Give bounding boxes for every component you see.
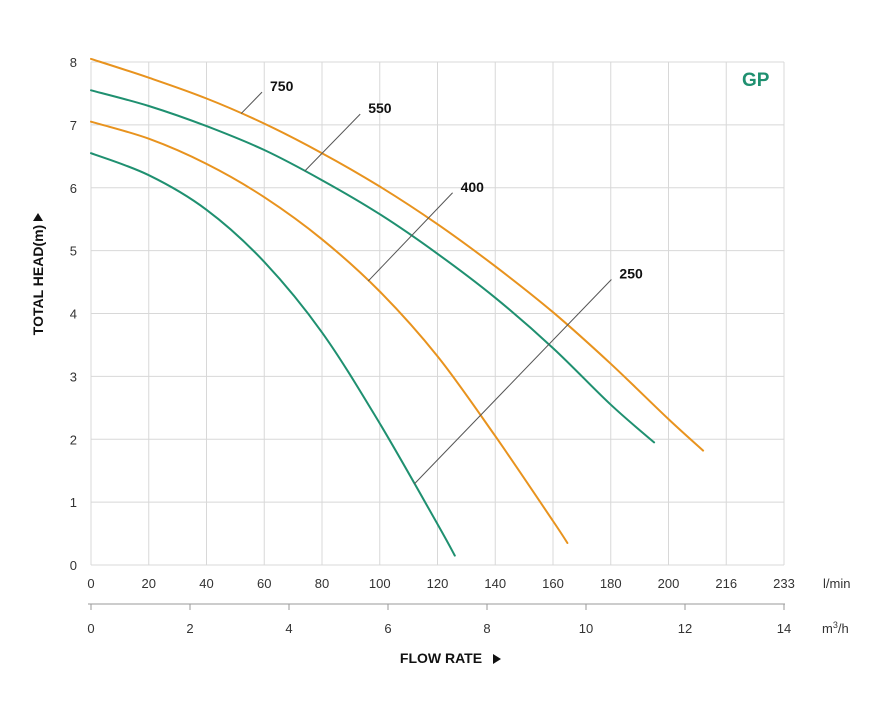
y-tick-label: 4 <box>70 307 77 322</box>
x-tick-label-m3h: 4 <box>285 621 292 636</box>
x-tick-label-m3h: 12 <box>678 621 692 636</box>
y-tick-label: 1 <box>70 495 77 510</box>
series-line-400 <box>90 120 569 544</box>
x-unit-lmin: l/min <box>823 576 850 591</box>
curves-layer <box>90 57 705 557</box>
x-unit-m3h-sup: 3 <box>833 620 838 630</box>
grid-layer <box>90 61 785 566</box>
y-axis-title: TOTAL HEAD(m) <box>30 225 46 335</box>
series-line-550 <box>90 89 656 444</box>
y-tick-label: 3 <box>70 369 77 384</box>
leader-line-750 <box>240 91 263 114</box>
x-tick-label-lmin: 120 <box>427 576 449 591</box>
x-tick-label-lmin: 0 <box>87 576 94 591</box>
x-tick-label-lmin: 233 <box>773 576 795 591</box>
x-tick-label-lmin: 20 <box>142 576 156 591</box>
x-tick-label-lmin: 100 <box>369 576 391 591</box>
y-axis-arrow-icon <box>33 213 43 221</box>
annotation-layer: 750 550 400 250 <box>240 78 643 485</box>
x-tick-label-m3h: 2 <box>186 621 193 636</box>
x-tick-label-lmin: 80 <box>315 576 329 591</box>
x-tick-label-lmin: 180 <box>600 576 622 591</box>
x-tick-label-lmin: 40 <box>199 576 213 591</box>
x-tick-label-m3h: 14 <box>777 621 791 636</box>
curve-label-400: 400 <box>461 179 485 195</box>
y-axis-title-group: TOTAL HEAD(m) <box>30 225 46 335</box>
curve-label-550: 550 <box>368 100 392 116</box>
y-tick-label: 5 <box>70 244 77 259</box>
x-tick-label-lmin: 140 <box>484 576 506 591</box>
curve-label-750: 750 <box>270 78 294 94</box>
x-tick-label-lmin: 216 <box>715 576 737 591</box>
x-unit-m3h-base: m <box>822 621 833 636</box>
leader-line-400 <box>367 192 453 282</box>
x-tick-label-lmin: 160 <box>542 576 564 591</box>
x-axis-title: FLOW RATE <box>400 650 482 666</box>
x-unit-m3h: m3/h <box>822 620 849 636</box>
x-tick-label-m3h: 10 <box>579 621 593 636</box>
leader-line-250 <box>414 279 612 485</box>
x-unit-m3h-tail: /h <box>838 621 849 636</box>
x-tick-label-m3h: 6 <box>384 621 391 636</box>
series-line-750 <box>90 57 705 452</box>
x-tick-label-lmin: 200 <box>658 576 680 591</box>
x-tick-label-m3h: 0 <box>87 621 94 636</box>
series-line-250 <box>90 152 456 557</box>
y-tick-label: 6 <box>70 181 77 196</box>
brand-label: GP <box>742 70 770 91</box>
x-tick-label-m3h: 8 <box>483 621 490 636</box>
y-tick-label: 0 <box>70 558 77 573</box>
x-tick-label-lmin: 60 <box>257 576 271 591</box>
x-axis-arrow-icon <box>493 654 501 664</box>
y-tick-label: 8 <box>70 55 77 70</box>
leader-line-550 <box>304 113 361 172</box>
curve-label-250: 250 <box>619 266 643 282</box>
y-tick-label: 7 <box>70 118 77 133</box>
y-tick-label: 2 <box>70 432 77 447</box>
